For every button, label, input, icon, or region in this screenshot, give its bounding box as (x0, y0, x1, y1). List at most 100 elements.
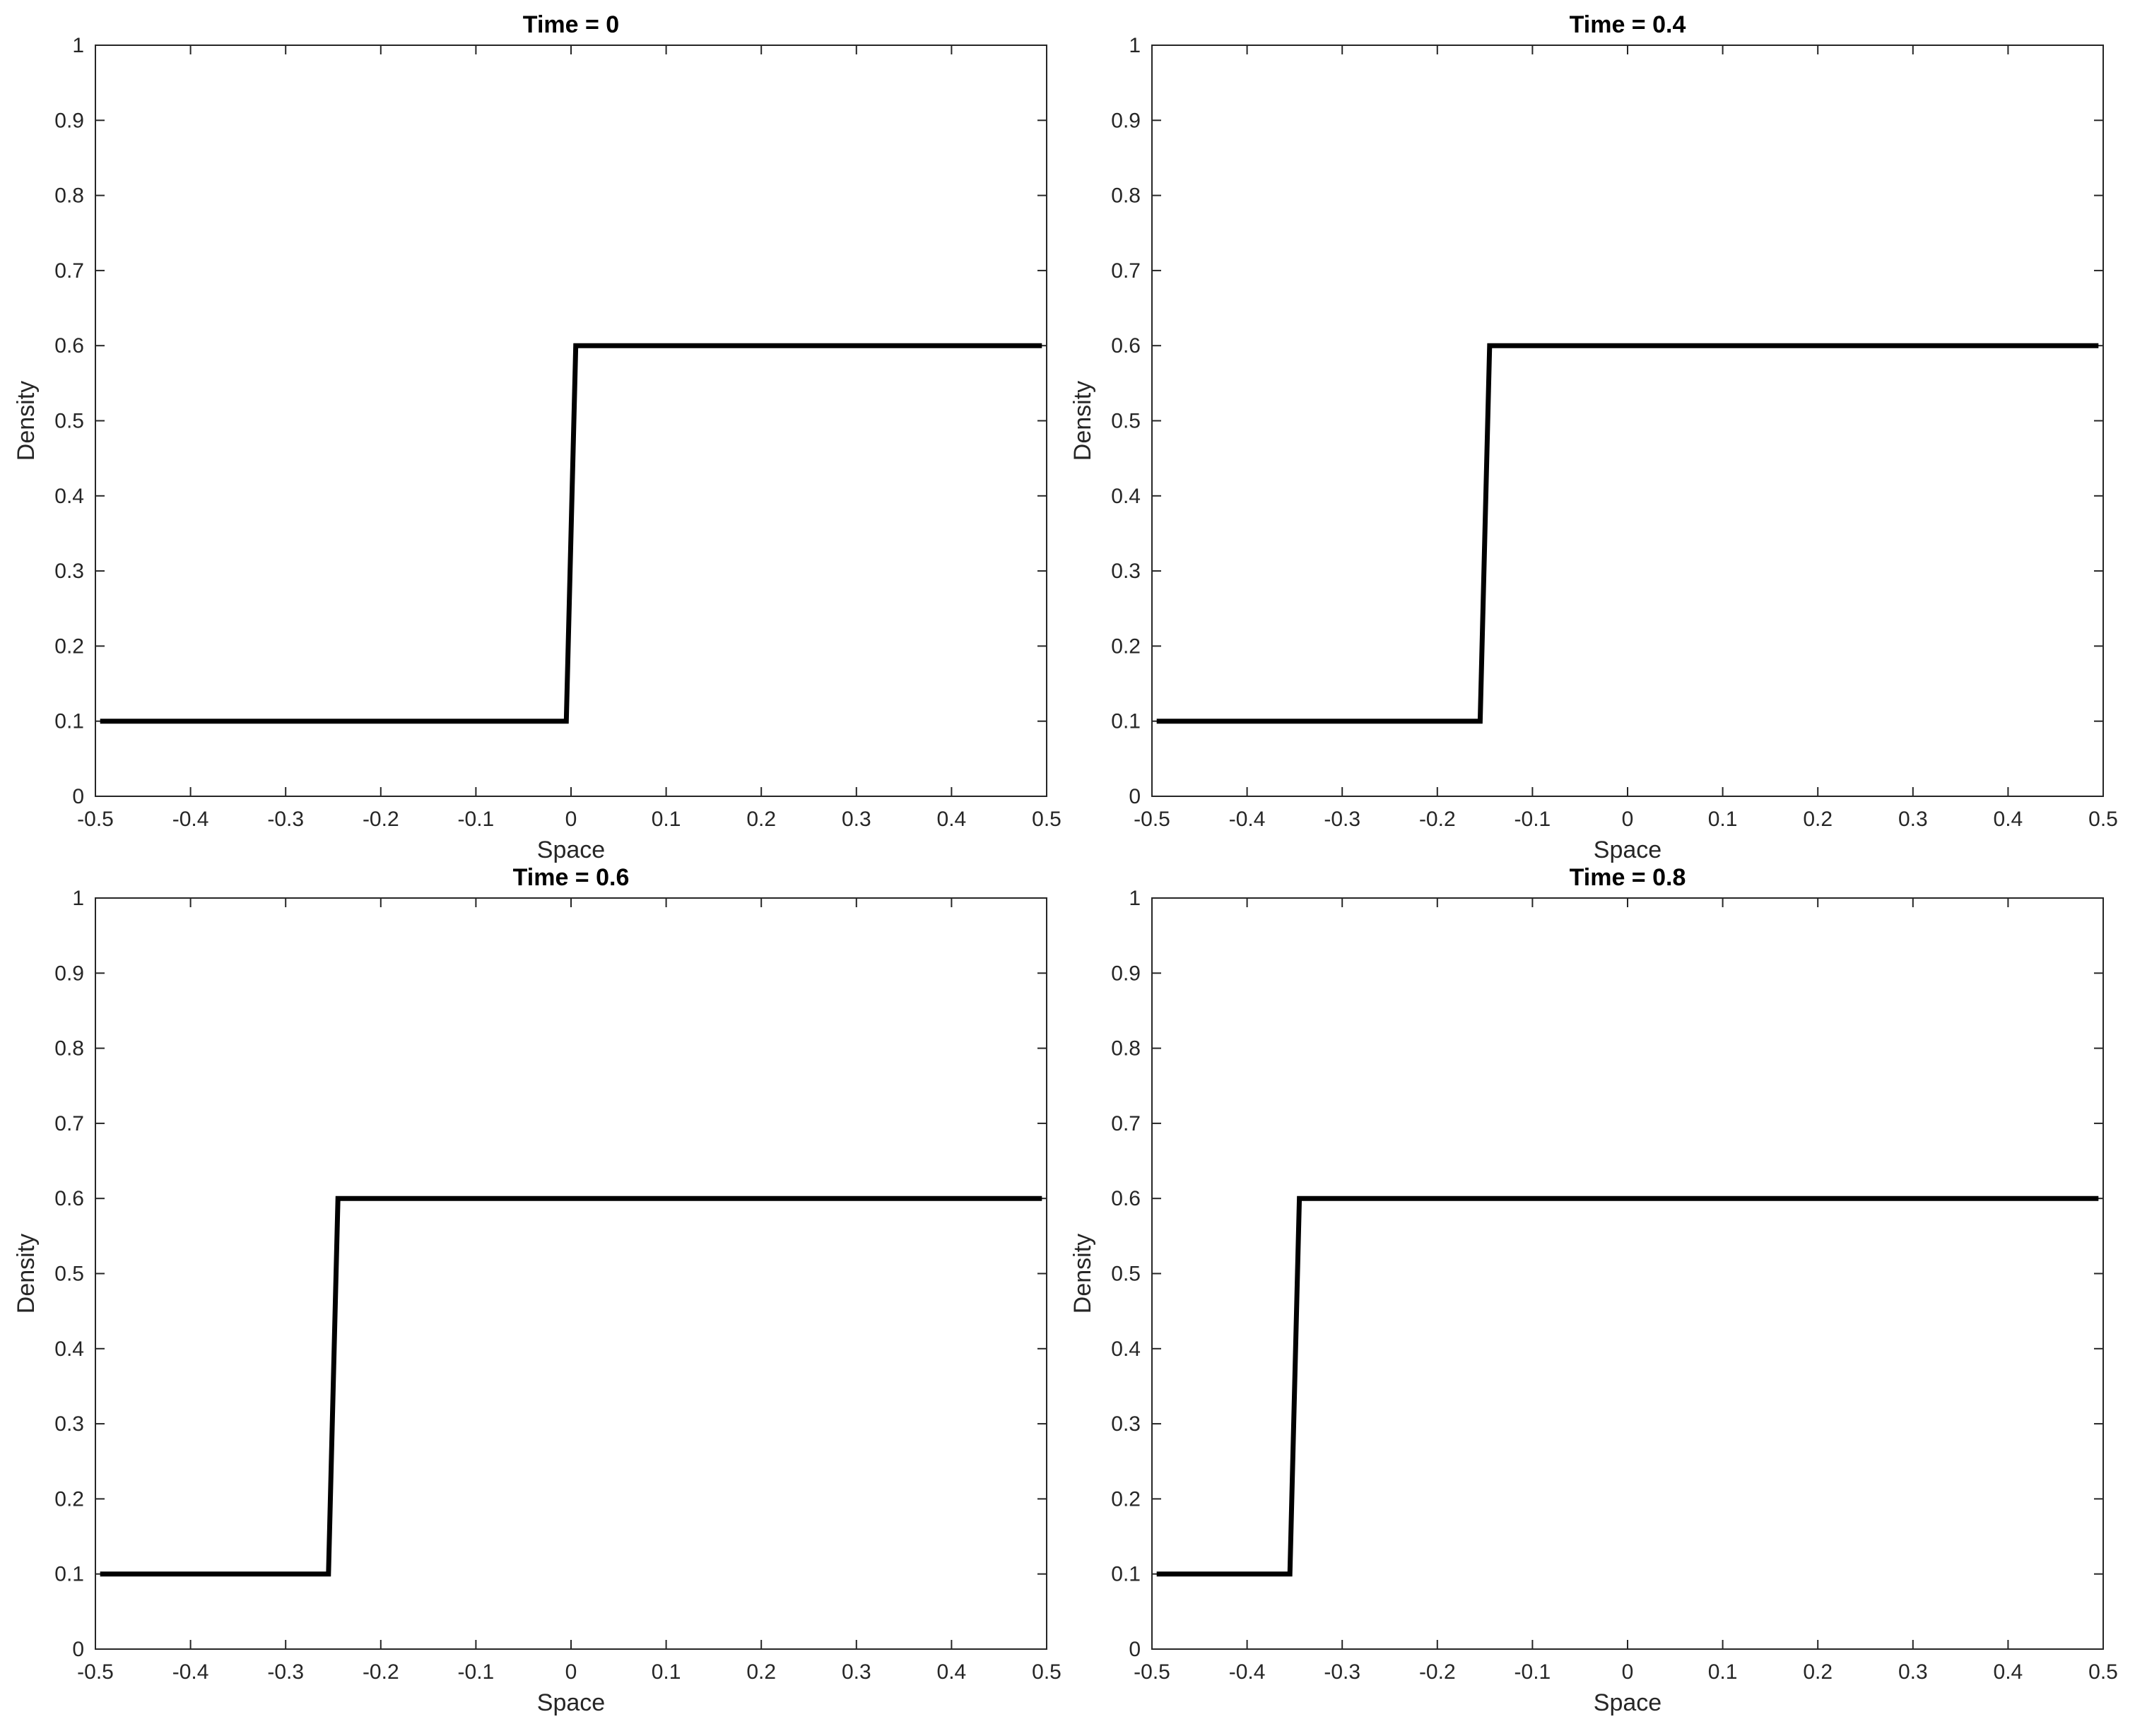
x-tick-label: -0.3 (1324, 808, 1360, 831)
panel-title: Time = 0.4 (1570, 11, 1686, 38)
y-tick-label: 0 (72, 1638, 84, 1661)
x-tick-label: 0.2 (1803, 1660, 1833, 1684)
y-tick-label: 0.4 (54, 1338, 84, 1361)
y-tick-label: 0 (72, 785, 84, 808)
y-tick-label: 0.1 (54, 1563, 84, 1586)
x-tick-label: -0.3 (267, 1660, 304, 1684)
x-tick-label: 0.3 (842, 1660, 871, 1684)
density-line (100, 343, 1042, 724)
x-tick-label: -0.2 (363, 1660, 399, 1684)
x-tick-label: 0.3 (1898, 1660, 1928, 1684)
y-tick-label: 0.5 (1111, 410, 1141, 433)
x-tick-label: -0.1 (458, 808, 495, 831)
axes-box (95, 897, 1047, 1650)
x-tick-label: 0.4 (937, 808, 967, 831)
panel-3: -0.5 -0.4 -0.3 -0.2 -0.1 0 0.1 0.2 0.3 0.4 0.5 0 0.1… (13, 864, 1061, 1716)
x-tick-label: 0.5 (1032, 808, 1061, 831)
axes-box (1151, 897, 2104, 1650)
density-line (100, 1195, 1042, 1577)
density-line (1156, 1195, 2099, 1577)
y-tick-label: 0.1 (1111, 710, 1141, 733)
y-tick-label: 0.8 (1111, 184, 1141, 208)
x-tick-label: 0 (1622, 1660, 1634, 1684)
y-axis-label: Density (13, 381, 40, 461)
y-tick-label: 0.8 (1111, 1037, 1141, 1061)
x-tick-label: 0.5 (2088, 808, 2118, 831)
x-tick-label: 0 (565, 1660, 577, 1684)
y-tick-label: 0.2 (1111, 634, 1141, 658)
x-tick-label: -0.4 (1229, 808, 1266, 831)
x-tick-label: 0.2 (1803, 808, 1833, 831)
x-tick-label: -0.1 (458, 1660, 495, 1684)
x-tick-label: -0.4 (172, 1660, 209, 1684)
axes-box (1151, 45, 2104, 797)
density-line (1156, 343, 2099, 724)
x-tick-label: -0.3 (1324, 1660, 1360, 1684)
panel-title: Time = 0.8 (1570, 864, 1686, 891)
x-tick-label: -0.2 (1419, 808, 1456, 831)
y-tick-label: 0.2 (54, 634, 84, 658)
y-tick-label: 0.5 (1111, 1263, 1141, 1286)
x-tick-label: 0.4 (1994, 808, 2023, 831)
y-tick-label: 1 (1129, 887, 1141, 910)
y-tick-label: 0.8 (54, 184, 84, 208)
x-tick-label: 0.1 (1708, 808, 1738, 831)
y-tick-label: 0.7 (54, 259, 84, 283)
y-tick-label: 0.7 (54, 1112, 84, 1135)
y-axis-label: Density (1069, 1234, 1096, 1313)
x-tick-label: -0.4 (172, 808, 209, 831)
x-tick-label: 0.4 (1994, 1660, 2023, 1684)
y-tick-label: 0.1 (54, 710, 84, 733)
x-tick-label: -0.4 (1229, 1660, 1266, 1684)
panel-4: -0.5 -0.4 -0.3 -0.2 -0.1 0 0.1 0.2 0.3 0.4 0.5 0 0.1… (1069, 864, 2118, 1716)
panel-title: Time = 0 (523, 11, 619, 38)
x-tick-label: 0.5 (1032, 1660, 1061, 1684)
y-tick-label: 0.1 (1111, 1563, 1141, 1586)
panel-2: -0.5 -0.4 -0.3 -0.2 -0.1 0 0.1 0.2 0.3 0.4 0.5 0 0.1… (1069, 11, 2118, 863)
panel-1: -0.5 -0.4 -0.3 -0.2 -0.1 0 0.1 0.2 0.3 0.4 0.5 0 0.1… (13, 11, 1061, 863)
y-tick-label: 0.4 (1111, 1338, 1141, 1361)
x-tick-label: -0.5 (1134, 1660, 1170, 1684)
y-tick-label: 0 (1129, 785, 1141, 808)
x-tick-label: 0.4 (937, 1660, 967, 1684)
x-axis-label: Space (537, 837, 605, 863)
x-tick-label: 0.1 (652, 808, 681, 831)
x-tick-label: -0.1 (1515, 1660, 1551, 1684)
y-tick-label: 0.8 (54, 1037, 84, 1061)
x-tick-label: 0.3 (842, 808, 871, 831)
y-tick-label: 0.3 (1111, 1412, 1141, 1436)
y-tick-label: 0.7 (1111, 1112, 1141, 1135)
x-tick-label: 0.1 (1708, 1660, 1738, 1684)
x-tick-label: 0 (1622, 808, 1634, 831)
y-tick-label: 1 (72, 34, 84, 57)
x-tick-label: -0.5 (77, 808, 114, 831)
y-tick-label: 0.9 (1111, 109, 1141, 132)
x-tick-label: -0.5 (1134, 808, 1170, 831)
axes-box (95, 45, 1047, 797)
y-tick-label: 0.6 (54, 1187, 84, 1210)
y-tick-label: 0.9 (1111, 962, 1141, 985)
y-tick-label: 0.6 (1111, 334, 1141, 358)
x-axis-label: Space (1594, 837, 1661, 863)
x-tick-label: -0.2 (1419, 1660, 1456, 1684)
x-tick-label: 0.3 (1898, 808, 1928, 831)
x-tick-label: 0.1 (652, 1660, 681, 1684)
y-tick-label: 0.3 (1111, 560, 1141, 583)
x-tick-label: -0.5 (77, 1660, 114, 1684)
x-tick-label: -0.2 (363, 808, 399, 831)
x-tick-label: 0.5 (2088, 1660, 2118, 1684)
y-tick-label: 1 (1129, 34, 1141, 57)
y-tick-label: 0.3 (54, 1412, 84, 1436)
y-tick-label: 0.5 (54, 1263, 84, 1286)
y-tick-label: 0.4 (1111, 485, 1141, 508)
x-tick-label: 0.2 (746, 1660, 776, 1684)
y-axis-label: Density (13, 1234, 40, 1313)
x-tick-label: 0.2 (746, 808, 776, 831)
y-tick-label: 0 (1129, 1638, 1141, 1661)
y-tick-label: 0.2 (54, 1487, 84, 1511)
y-tick-label: 0.9 (54, 962, 84, 985)
panel-title: Time = 0.6 (513, 864, 630, 891)
x-axis-label: Space (537, 1689, 605, 1716)
x-axis-label: Space (1594, 1689, 1661, 1716)
